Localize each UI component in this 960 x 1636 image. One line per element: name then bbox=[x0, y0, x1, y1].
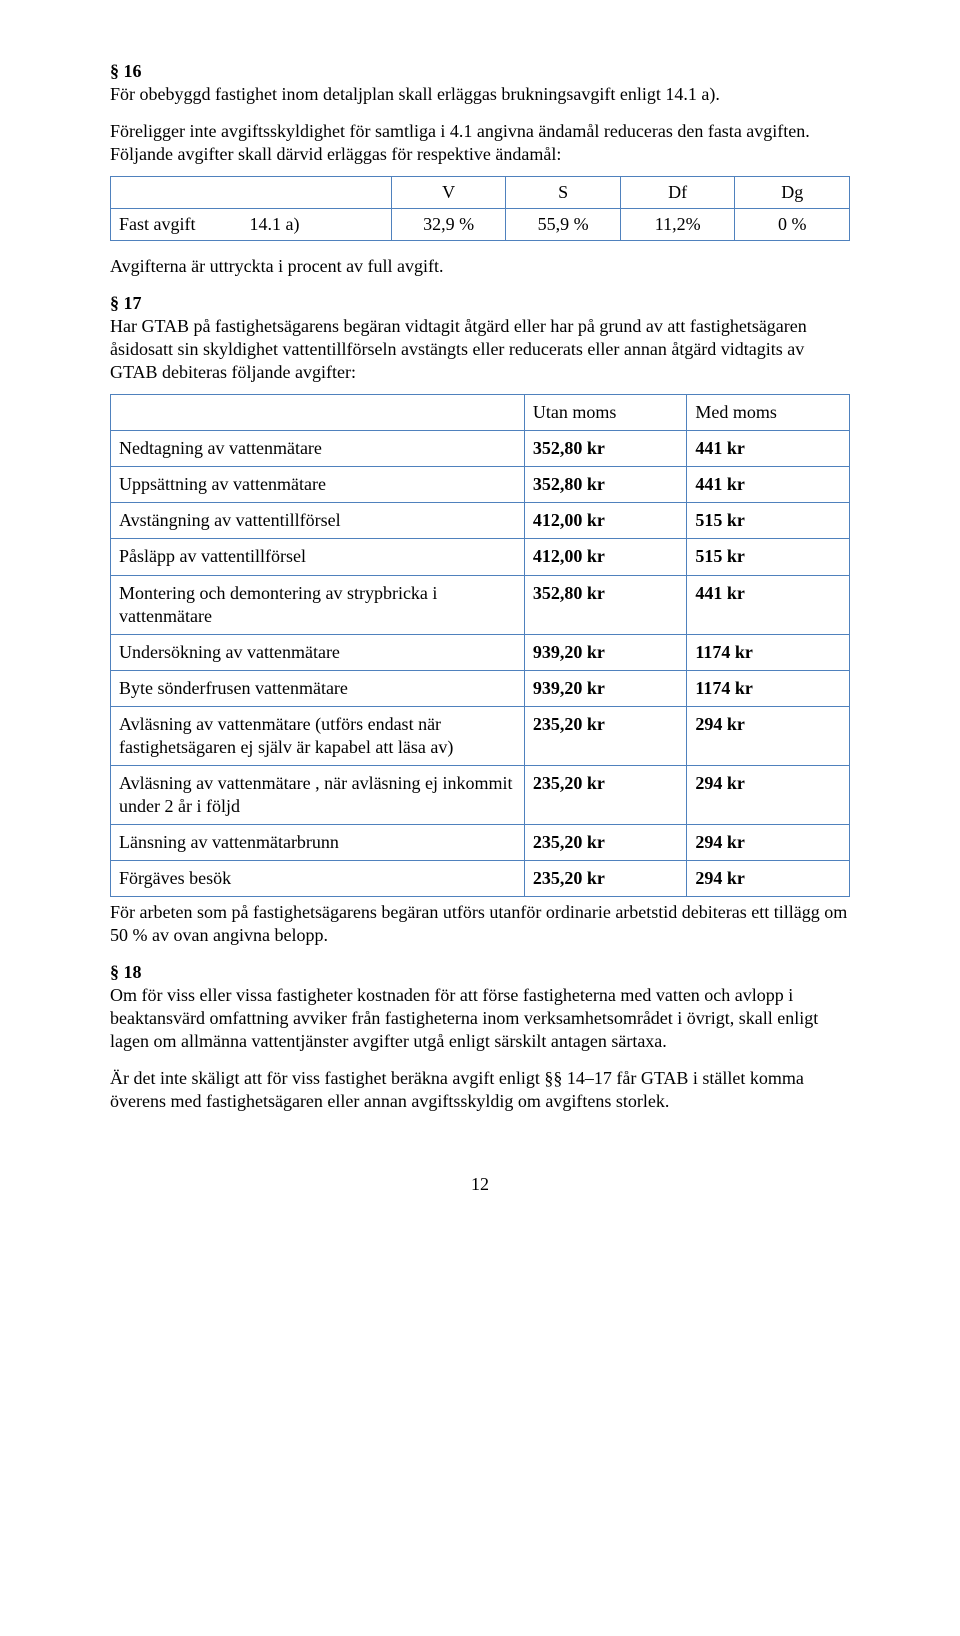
page-number: 12 bbox=[110, 1173, 850, 1196]
table-fees-row-med: 515 kr bbox=[687, 539, 850, 575]
section-18-p1: Om för viss eller vissa fastigheter kost… bbox=[110, 985, 818, 1051]
table-fees-row-label: Påsläpp av vattentillförsel bbox=[111, 539, 525, 575]
table-fees-row: Avläsning av vattenmätare , när avläsnin… bbox=[111, 765, 850, 824]
table-reduction-row-label-text: Fast avgift bbox=[119, 214, 196, 234]
table-fees-row: Nedtagning av vattenmätare352,80 kr441 k… bbox=[111, 431, 850, 467]
table-fees-row: Påsläpp av vattentillförsel412,00 kr515 … bbox=[111, 539, 850, 575]
table-fees-row-med: 441 kr bbox=[687, 575, 850, 634]
table-fees-row-utan: 352,80 kr bbox=[524, 467, 687, 503]
table-fees-row-utan: 235,20 kr bbox=[524, 706, 687, 765]
table-fees-row: Avstängning av vattentillförsel412,00 kr… bbox=[111, 503, 850, 539]
section-16-number: § 16 bbox=[110, 61, 142, 81]
table-fees-row-med: 294 kr bbox=[687, 765, 850, 824]
table-fees-row-utan: 412,00 kr bbox=[524, 539, 687, 575]
table-reduction-col-dg: Dg bbox=[735, 177, 850, 209]
section-17-heading: § 17 Har GTAB på fastighetsägarens begär… bbox=[110, 292, 850, 384]
table-fees-row-med: 1174 kr bbox=[687, 670, 850, 706]
section-18-number: § 18 bbox=[110, 962, 142, 982]
table-fees-row-med: 515 kr bbox=[687, 503, 850, 539]
table-fees-row-label: Nedtagning av vattenmätare bbox=[111, 431, 525, 467]
table-fees-header-med: Med moms bbox=[687, 395, 850, 431]
table-reduction-col-df: Df bbox=[620, 177, 735, 209]
table-fees-row: Undersökning av vattenmätare939,20 kr117… bbox=[111, 634, 850, 670]
table-fees-row-utan: 235,20 kr bbox=[524, 860, 687, 896]
table-fees-row-utan: 352,80 kr bbox=[524, 575, 687, 634]
table-fees-row: Avläsning av vattenmätare (utförs endast… bbox=[111, 706, 850, 765]
table-fees-row-label: Avstängning av vattentillförsel bbox=[111, 503, 525, 539]
table-reduction-col-s: S bbox=[506, 177, 621, 209]
table-reduction-header-row: V S Df Dg bbox=[111, 177, 850, 209]
table-reduction-val-s: 55,9 % bbox=[506, 209, 621, 241]
table-fees-row-utan: 235,20 kr bbox=[524, 824, 687, 860]
table-fees-row-label: Undersökning av vattenmätare bbox=[111, 634, 525, 670]
table-reduction-blank-header bbox=[111, 177, 392, 209]
table-fees: Utan moms Med moms Nedtagning av vattenm… bbox=[110, 394, 850, 896]
table-reduction-row: Fast avgift 14.1 a) 32,9 % 55,9 % 11,2% … bbox=[111, 209, 850, 241]
table-fees-row-label: Förgäves besök bbox=[111, 860, 525, 896]
table-fees-row-utan: 412,00 kr bbox=[524, 503, 687, 539]
table-fees-row-med: 294 kr bbox=[687, 824, 850, 860]
section-17-p2: För arbeten som på fastighetsägarens beg… bbox=[110, 901, 850, 947]
table-fees-row-utan: 352,80 kr bbox=[524, 431, 687, 467]
table-reduction-row-label: Fast avgift 14.1 a) bbox=[111, 209, 392, 241]
table-fees-row: Uppsättning av vattenmätare352,80 kr441 … bbox=[111, 467, 850, 503]
section-16-heading: § 16 För obebyggd fastighet inom detaljp… bbox=[110, 60, 850, 106]
table-fees-row: Förgäves besök235,20 kr294 kr bbox=[111, 860, 850, 896]
table-fees-header-row: Utan moms Med moms bbox=[111, 395, 850, 431]
table-fees-row-med: 441 kr bbox=[687, 467, 850, 503]
section-18-heading: § 18 Om för viss eller vissa fastigheter… bbox=[110, 961, 850, 1053]
table-fees-row: Byte sönderfrusen vattenmätare939,20 kr1… bbox=[111, 670, 850, 706]
table-fees-row: Montering och demontering av strypbricka… bbox=[111, 575, 850, 634]
document-page: § 16 För obebyggd fastighet inom detaljp… bbox=[0, 0, 960, 1236]
section-16-p2: Föreligger inte avgiftsskyldighet för sa… bbox=[110, 120, 850, 166]
table-reduction-row-ref: 14.1 a) bbox=[250, 214, 300, 234]
table-fees-header-blank bbox=[111, 395, 525, 431]
table-fees-row-med: 1174 kr bbox=[687, 634, 850, 670]
table-reduction-val-df: 11,2% bbox=[620, 209, 735, 241]
table-fees-row-utan: 235,20 kr bbox=[524, 765, 687, 824]
table-fees-row-label: Byte sönderfrusen vattenmätare bbox=[111, 670, 525, 706]
table-fees-row-label: Avläsning av vattenmätare , när avläsnin… bbox=[111, 765, 525, 824]
table-reduction-col-v: V bbox=[391, 177, 506, 209]
table-reduction-val-v: 32,9 % bbox=[391, 209, 506, 241]
table-fees-row-med: 294 kr bbox=[687, 860, 850, 896]
section-16-p3: Avgifterna är uttryckta i procent av ful… bbox=[110, 255, 850, 278]
table-fees-row-utan: 939,20 kr bbox=[524, 670, 687, 706]
table-fees-row-med: 294 kr bbox=[687, 706, 850, 765]
section-17-p1: Har GTAB på fastighetsägarens begäran vi… bbox=[110, 316, 807, 382]
section-17-number: § 17 bbox=[110, 293, 142, 313]
table-fees-row-label: Avläsning av vattenmätare (utförs endast… bbox=[111, 706, 525, 765]
table-fees-row-label: Länsning av vattenmätarbrunn bbox=[111, 824, 525, 860]
section-16-p1: För obebyggd fastighet inom detaljplan s… bbox=[110, 84, 720, 104]
table-fees-row-med: 441 kr bbox=[687, 431, 850, 467]
table-fees-row-label: Montering och demontering av strypbricka… bbox=[111, 575, 525, 634]
table-fees-row-utan: 939,20 kr bbox=[524, 634, 687, 670]
table-fees-header-utan: Utan moms bbox=[524, 395, 687, 431]
table-fees-row: Länsning av vattenmätarbrunn235,20 kr294… bbox=[111, 824, 850, 860]
table-reduction: V S Df Dg Fast avgift 14.1 a) 32,9 % 55,… bbox=[110, 176, 850, 241]
section-18-p2: Är det inte skäligt att för viss fastigh… bbox=[110, 1067, 850, 1113]
table-reduction-val-dg: 0 % bbox=[735, 209, 850, 241]
table-fees-row-label: Uppsättning av vattenmätare bbox=[111, 467, 525, 503]
